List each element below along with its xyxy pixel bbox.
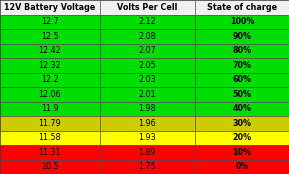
Bar	[0, 73, 100, 87]
Text: 2.03: 2.03	[139, 75, 156, 84]
Text: State of charge: State of charge	[207, 3, 277, 12]
Text: 1.75: 1.75	[138, 162, 156, 171]
Bar	[195, 0, 289, 14]
Text: 40%: 40%	[233, 104, 251, 113]
Bar	[0, 0, 100, 14]
Bar	[195, 145, 289, 160]
Text: 2.01: 2.01	[139, 90, 156, 99]
Bar	[195, 116, 289, 130]
Text: 100%: 100%	[230, 17, 254, 26]
Bar	[100, 101, 195, 116]
Text: 12.7: 12.7	[41, 17, 59, 26]
Text: 12.42: 12.42	[38, 46, 61, 55]
Bar	[0, 58, 100, 73]
Text: 12.06: 12.06	[38, 90, 61, 99]
Text: 1.98: 1.98	[139, 104, 156, 113]
Bar	[195, 160, 289, 174]
Text: 12.2: 12.2	[41, 75, 59, 84]
Bar	[100, 29, 195, 44]
Bar	[100, 145, 195, 160]
Text: 2.07: 2.07	[138, 46, 156, 55]
Text: 30%: 30%	[233, 119, 251, 128]
Bar	[100, 130, 195, 145]
Text: 0%: 0%	[235, 162, 249, 171]
Bar	[100, 87, 195, 101]
Bar	[195, 44, 289, 58]
Bar	[0, 29, 100, 44]
Bar	[195, 14, 289, 29]
Text: 1.96: 1.96	[139, 119, 156, 128]
Text: 12.5: 12.5	[41, 32, 59, 41]
Text: 11.79: 11.79	[38, 119, 61, 128]
Text: 2.08: 2.08	[139, 32, 156, 41]
Bar	[0, 130, 100, 145]
Bar	[195, 87, 289, 101]
Bar	[100, 116, 195, 130]
Text: 2.05: 2.05	[138, 61, 156, 70]
Text: 2.12: 2.12	[138, 17, 156, 26]
Text: 70%: 70%	[233, 61, 251, 70]
Text: 11.58: 11.58	[38, 133, 61, 142]
Bar	[0, 14, 100, 29]
Bar	[100, 160, 195, 174]
Text: 60%: 60%	[233, 75, 251, 84]
Text: Volts Per Cell: Volts Per Cell	[117, 3, 177, 12]
Bar	[195, 58, 289, 73]
Bar	[195, 130, 289, 145]
Text: 10.5: 10.5	[41, 162, 59, 171]
Text: 20%: 20%	[232, 133, 252, 142]
Bar	[195, 73, 289, 87]
Bar	[195, 29, 289, 44]
Bar	[0, 101, 100, 116]
Text: 12.32: 12.32	[38, 61, 61, 70]
Bar	[0, 145, 100, 160]
Text: 10%: 10%	[233, 148, 251, 157]
Text: 1.89: 1.89	[139, 148, 156, 157]
Bar	[100, 44, 195, 58]
Bar	[100, 73, 195, 87]
Bar	[0, 160, 100, 174]
Text: 50%: 50%	[233, 90, 251, 99]
Bar	[100, 14, 195, 29]
Bar	[100, 58, 195, 73]
Bar	[195, 101, 289, 116]
Bar	[0, 44, 100, 58]
Text: 1.93: 1.93	[139, 133, 156, 142]
Text: 80%: 80%	[232, 46, 252, 55]
Text: 11.9: 11.9	[41, 104, 59, 113]
Text: 90%: 90%	[233, 32, 251, 41]
Text: 12V Battery Voltage: 12V Battery Voltage	[4, 3, 96, 12]
Bar	[0, 87, 100, 101]
Text: 11.31: 11.31	[39, 148, 61, 157]
Bar	[0, 116, 100, 130]
Bar	[100, 0, 195, 14]
